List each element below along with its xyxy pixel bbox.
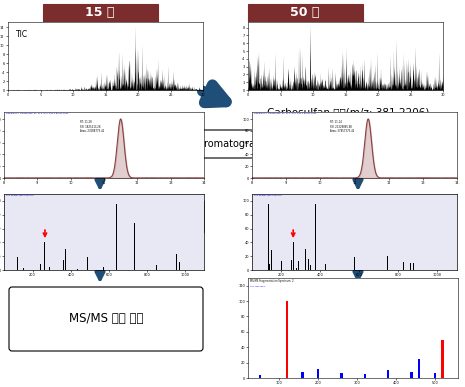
Bar: [281, 261, 282, 270]
Bar: [44, 262, 45, 270]
Bar: [116, 204, 117, 270]
Bar: [315, 259, 316, 270]
Bar: [387, 256, 388, 270]
Text: Sample info  Carbosulfan  Rt: 11.4  m/z: 381.2 → 381.1944: Sample info Carbosulfan Rt: 11.4 m/z: 38…: [254, 113, 316, 115]
Bar: [116, 229, 117, 270]
Bar: [325, 264, 326, 270]
Bar: [179, 262, 180, 270]
Bar: [413, 263, 414, 270]
Bar: [286, 301, 288, 378]
Text: 포함(X): 포함(X): [158, 219, 184, 229]
Bar: [43, 4, 158, 22]
Bar: [441, 339, 444, 378]
Bar: [418, 359, 420, 378]
Bar: [49, 267, 50, 270]
Bar: [103, 267, 104, 270]
Bar: [354, 257, 355, 270]
FancyBboxPatch shape: [9, 287, 203, 351]
Text: tiny header spectrum info: tiny header spectrum info: [254, 195, 281, 196]
Text: tiny text line 2: tiny text line 2: [250, 286, 266, 287]
Bar: [259, 375, 261, 378]
Bar: [308, 259, 309, 270]
Text: tiny header spectrum info: tiny header spectrum info: [6, 195, 33, 196]
Text: Sample info  Carbosulfan  Rt: 11.5  m/z: 381.2 → 381.1944: Sample info Carbosulfan Rt: 11.5 m/z: 38…: [6, 113, 68, 115]
Bar: [17, 257, 18, 270]
Text: Top 10: Top 10: [153, 208, 189, 218]
Bar: [410, 372, 412, 378]
Bar: [317, 369, 319, 378]
FancyBboxPatch shape: [383, 200, 449, 234]
Bar: [139, 247, 140, 270]
Text: 15 분: 15 분: [85, 7, 115, 19]
Text: 50 분: 50 분: [290, 7, 320, 19]
Bar: [271, 250, 272, 270]
Bar: [134, 223, 135, 270]
Bar: [340, 373, 343, 378]
Bar: [411, 263, 412, 270]
Bar: [310, 265, 311, 270]
Text: RT: 11.28
SN: 1825213.28
Area: 23088773.42: RT: 11.28 SN: 1825213.28 Area: 23088773.…: [80, 120, 104, 133]
Bar: [176, 254, 177, 270]
Text: MS/MS Fragmentation Spectrum  2: MS/MS Fragmentation Spectrum 2: [250, 279, 294, 283]
Bar: [292, 242, 294, 270]
Bar: [364, 374, 366, 378]
FancyBboxPatch shape: [181, 130, 275, 158]
Text: Chromatogram: Chromatogram: [191, 139, 265, 149]
Text: MS/MS pattern: MS/MS pattern: [334, 302, 406, 312]
Text: Top 10: Top 10: [398, 208, 434, 218]
Bar: [301, 372, 304, 378]
Bar: [40, 264, 41, 270]
Text: Carbosulfan 추출(m/z: 381.2206): Carbosulfan 추출(m/z: 381.2206): [267, 107, 429, 117]
Bar: [403, 262, 404, 270]
Bar: [433, 373, 436, 378]
Bar: [40, 265, 41, 270]
Bar: [387, 370, 389, 378]
Bar: [315, 204, 316, 270]
Bar: [305, 249, 306, 270]
Bar: [268, 204, 269, 270]
FancyBboxPatch shape: [326, 292, 415, 322]
Text: RT: 11.14
SN: 21328865.98
Area: 37857373.42: RT: 11.14 SN: 21328865.98 Area: 37857373…: [330, 120, 354, 133]
Bar: [270, 264, 271, 270]
Bar: [65, 249, 66, 270]
Bar: [248, 4, 363, 22]
Text: MS/MS 확보 실패: MS/MS 확보 실패: [69, 312, 143, 325]
Bar: [45, 242, 46, 270]
Bar: [291, 260, 292, 270]
Bar: [23, 268, 24, 270]
Bar: [161, 269, 162, 270]
FancyBboxPatch shape: [138, 200, 204, 234]
Bar: [63, 260, 64, 270]
Text: 포함(O): 포함(O): [403, 219, 430, 229]
Bar: [298, 261, 299, 270]
Bar: [156, 265, 157, 270]
Bar: [77, 269, 78, 270]
Bar: [297, 269, 298, 270]
Bar: [87, 257, 88, 270]
Bar: [423, 263, 424, 270]
Text: TIC: TIC: [16, 30, 28, 39]
